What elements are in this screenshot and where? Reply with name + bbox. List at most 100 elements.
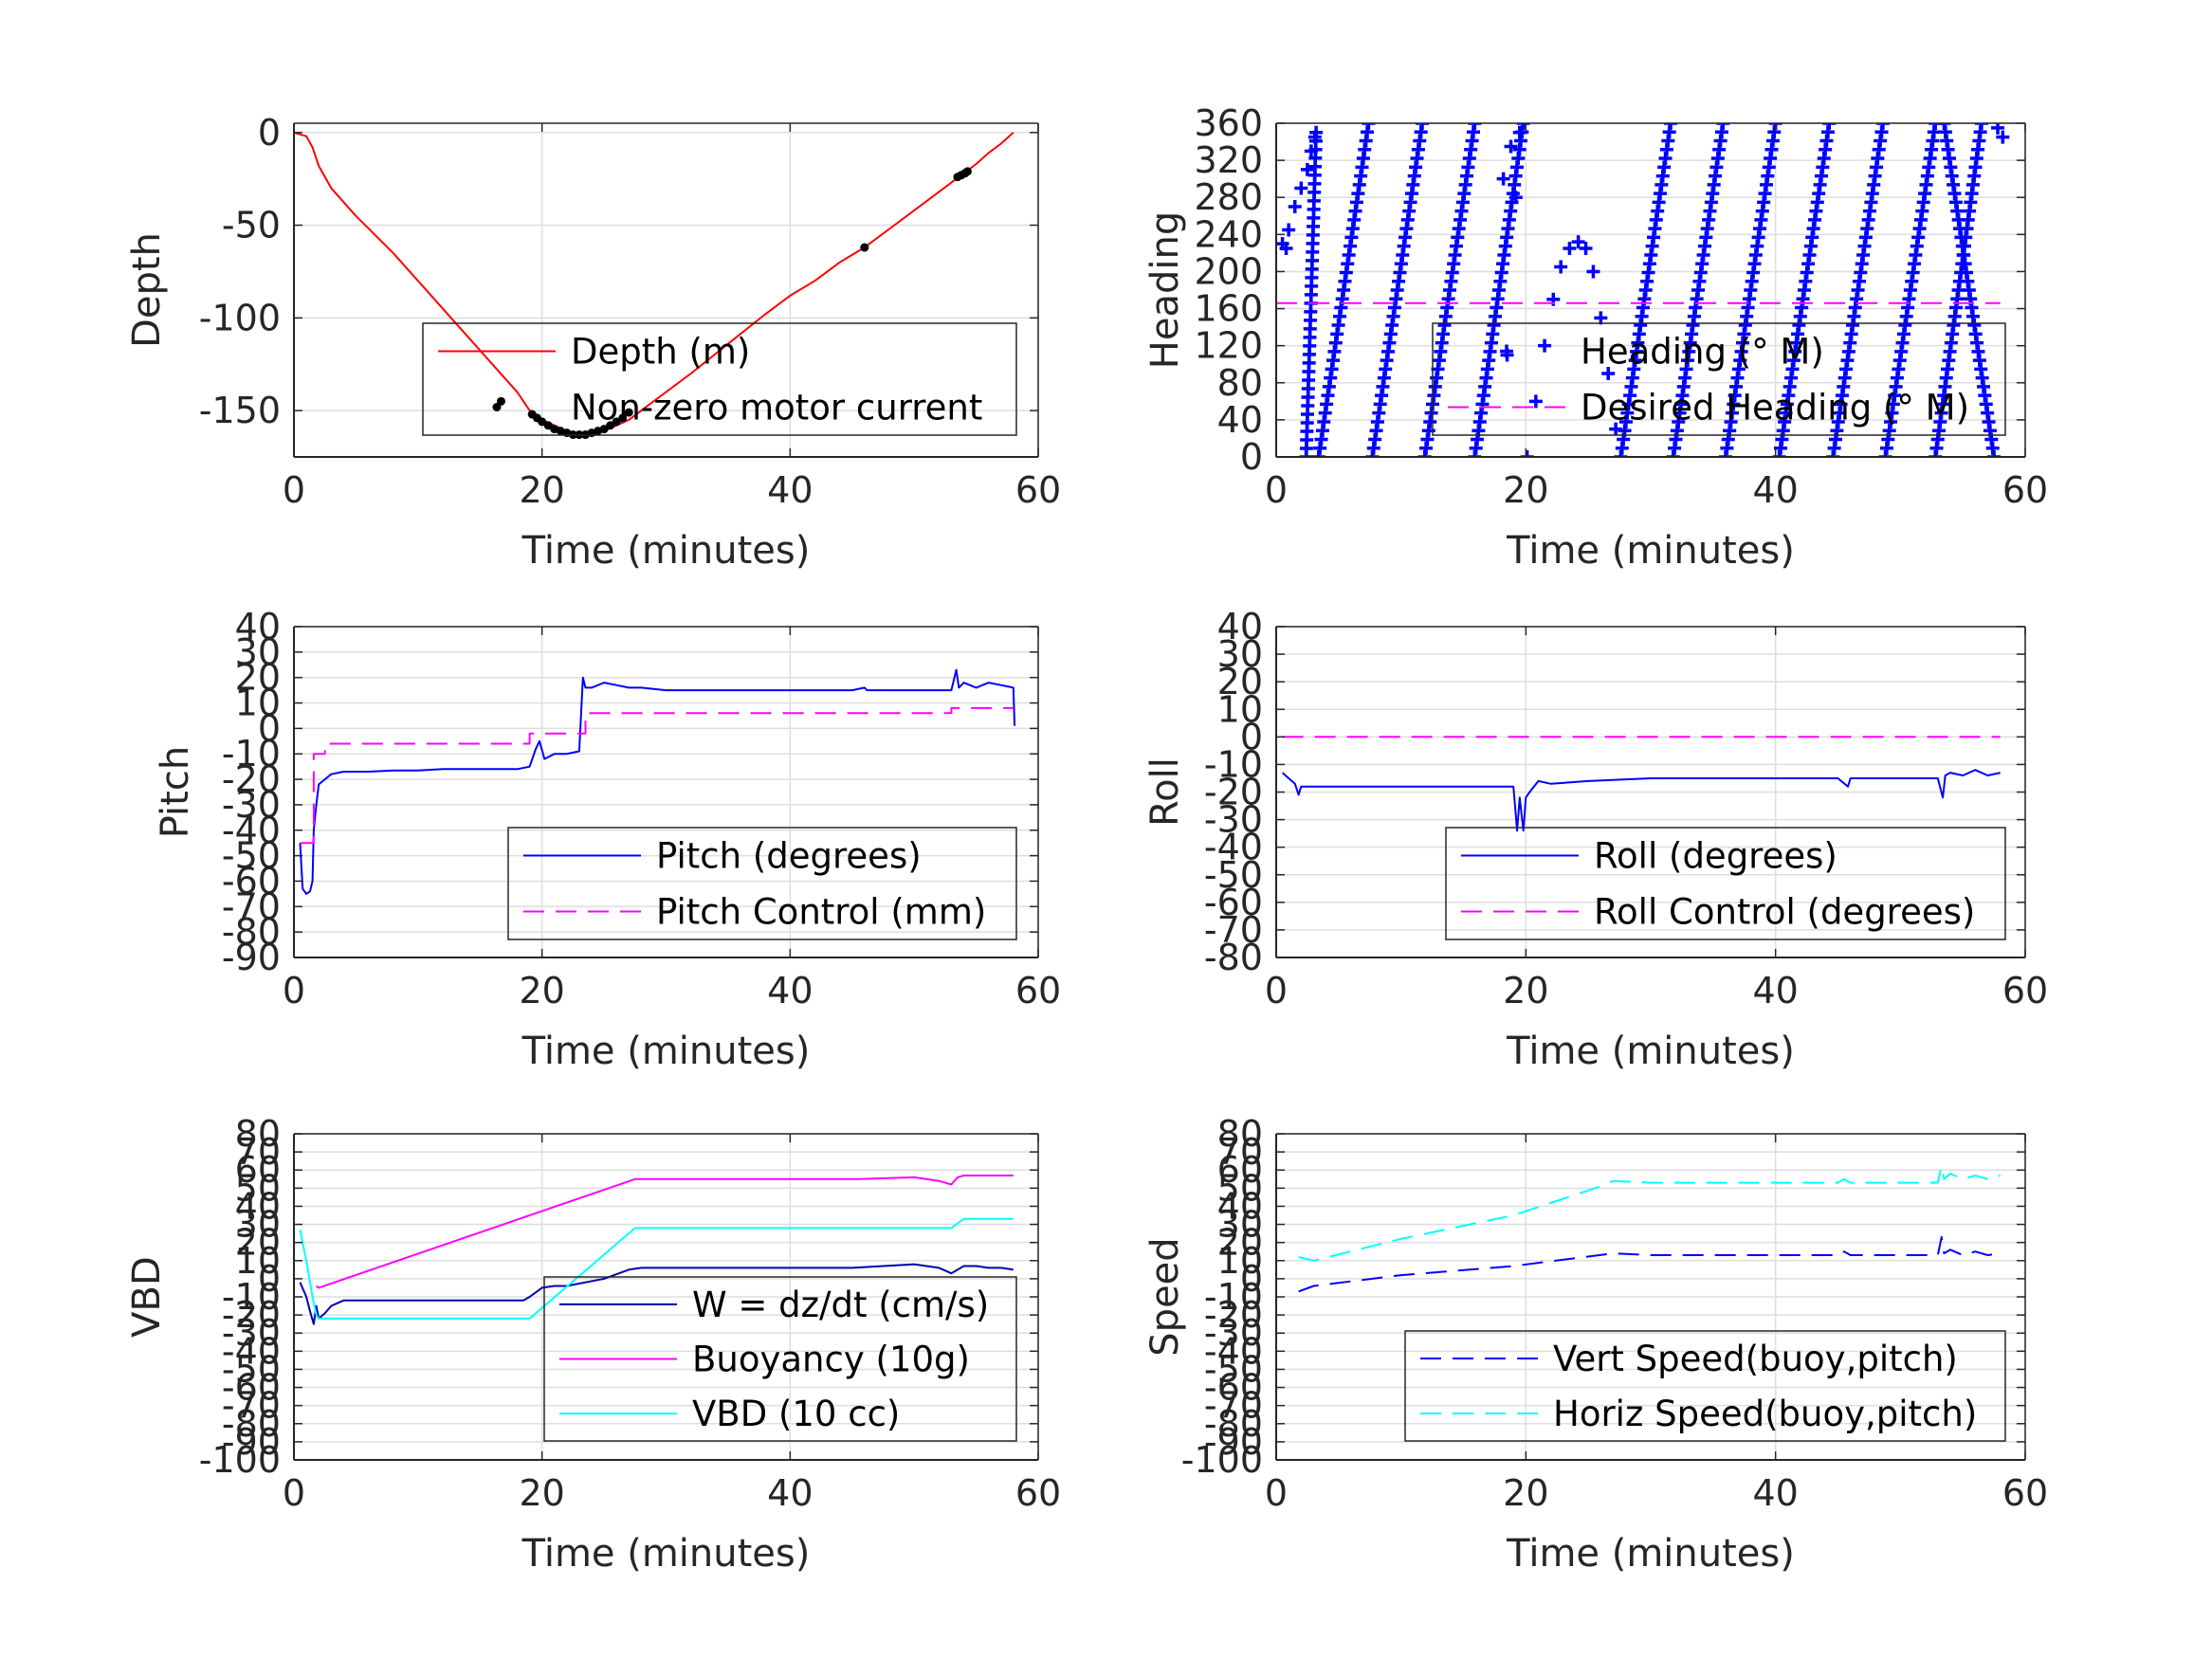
- pitch-y-tick-label: 40: [235, 606, 281, 647]
- vbd-y-tick-label: 20: [235, 1222, 281, 1264]
- pitch-y-tick-label: -40: [222, 810, 281, 851]
- heading-series-0-point: [1508, 191, 1523, 205]
- speed-y-tick-label: -20: [1204, 1294, 1263, 1336]
- roll-legend-entry: Roll Control (degrees): [1594, 892, 1975, 933]
- pitch-y-tick-label: -60: [222, 860, 281, 902]
- vbd-x-tick-label: 60: [1015, 1472, 1061, 1514]
- heading-legend: Heading (° M) Desired Heading (° M): [1432, 322, 2006, 436]
- speed-series-1-line: [1298, 1165, 2001, 1262]
- vbd-chart: 0 20 40 6080706050403020100-10-20-30-40-50-…: [125, 1113, 1061, 1576]
- speed-y-tick-label: 20: [1217, 1222, 1263, 1264]
- depth-series-1-point: [496, 396, 505, 406]
- pitch-y-tick-label: 10: [235, 683, 281, 724]
- heading-y-tick-label: 80: [1217, 362, 1263, 404]
- pitch-x-tick-label: 40: [767, 970, 813, 1012]
- vbd-x-tick-label: 40: [767, 1472, 813, 1514]
- depth-series-1-point: [962, 167, 972, 176]
- pitch-series-1-line: [300, 706, 1014, 845]
- vbd-y-axis-label: VBD: [125, 1256, 169, 1338]
- vbd-series-1-line: [316, 1175, 1014, 1289]
- heading-series-0-point: [1288, 200, 1302, 213]
- vbd-series-2-line: [299, 1217, 1014, 1320]
- depth-y-axis-label: Depth: [125, 232, 169, 348]
- vbd-y-tick-label: -80: [222, 1403, 281, 1445]
- heading-x-tick-label: 0: [1265, 469, 1288, 511]
- heading-y-tick-label: 240: [1194, 213, 1263, 255]
- vbd-y-tick-label: -50: [222, 1348, 281, 1390]
- speed-y-tick-label: -10: [1204, 1276, 1263, 1318]
- pitch-y-axis-label: Pitch: [154, 746, 197, 838]
- depth-y-tick-label: -150: [199, 390, 281, 431]
- heading-series-0-point: [1822, 123, 1837, 130]
- vbd-legend-entry: Buoyancy (10g): [692, 1340, 970, 1380]
- pitch-chart: 0 20 40 60403020100-10-20-30-40-50-60-70-80…: [154, 606, 1061, 1073]
- heading-series-0-point: [1504, 139, 1518, 154]
- heading-series-0-point: [1571, 235, 1585, 249]
- pitch-y-tick-label: 0: [258, 707, 281, 749]
- depth-x-tick-label: 0: [283, 469, 305, 511]
- heading-y-tick-label: 360: [1194, 102, 1263, 144]
- speed-y-tick-label: 40: [1217, 1185, 1263, 1227]
- roll-y-tick-label: -30: [1204, 799, 1263, 841]
- vbd-grid: [293, 1133, 1039, 1461]
- depth-series-1-point: [538, 417, 547, 427]
- vbd-x-tick-label: 20: [519, 1472, 564, 1514]
- vbd-plot-area: [299, 1175, 1014, 1325]
- vbd-y-tick-label: -40: [222, 1330, 281, 1372]
- speed-y-tick-label: 30: [1217, 1204, 1263, 1246]
- heading-legend-entry: Heading (° M): [1581, 332, 1824, 373]
- vbd-y-tick-label: -90: [222, 1421, 281, 1463]
- vbd-legend-entry: W = dz/dt (cm/s): [692, 1285, 989, 1325]
- heading-series-0-point: [1563, 242, 1577, 255]
- pitch-x-axis-label: Time (minutes): [521, 1030, 811, 1073]
- vbd-x-tick-label: 0: [283, 1472, 305, 1514]
- roll-y-tick-label: 0: [1240, 716, 1263, 757]
- heading-series-0-point: [1594, 311, 1608, 325]
- speed-y-tick-label: -60: [1204, 1367, 1263, 1409]
- heading-series-0-point: [1609, 422, 1623, 436]
- heading-x-tick-label: 20: [1503, 469, 1548, 511]
- roll-legend-entry: Roll (degrees): [1594, 836, 1837, 877]
- pitch-x-tick-label: 60: [1015, 970, 1061, 1012]
- heading-series-0-point: [1279, 242, 1293, 255]
- heading-series-0-point: [1996, 130, 2010, 144]
- speed-x-tick-label: 40: [1752, 1472, 1798, 1514]
- vbd-y-tick-label: 0: [258, 1258, 281, 1300]
- depth-x-tick-label: 20: [519, 469, 564, 511]
- roll-y-tick-label: 20: [1217, 661, 1263, 702]
- depth-y-tick-label: -100: [199, 297, 281, 338]
- depth-plot-area: [294, 131, 1015, 440]
- heading-series-0-point: [1520, 450, 1534, 457]
- speed-y-tick-label: 10: [1217, 1240, 1263, 1282]
- heading-y-tick-label: 0: [1240, 436, 1263, 478]
- speed-x-tick-label: 0: [1265, 1472, 1288, 1514]
- roll-y-tick-label: -50: [1204, 854, 1263, 896]
- heading-y-tick-label: 40: [1217, 399, 1263, 441]
- heading-series-0-point: [1929, 123, 1943, 130]
- roll-y-tick-label: -70: [1204, 909, 1263, 951]
- vbd-y-tick-label: 60: [235, 1149, 281, 1191]
- speed-y-tick-label: -70: [1204, 1385, 1263, 1427]
- roll-chart: 0 20 40 60403020100-10-20-30-40-50-60-70-80…: [1143, 606, 2048, 1073]
- heading-series-0-point: [1294, 181, 1308, 195]
- roll-legend: Roll (degrees) Roll Control (degrees): [1445, 827, 2006, 940]
- depth-x-tick-label: 60: [1015, 469, 1061, 511]
- roll-plot-area: [1281, 736, 2001, 832]
- heading-series-0-point: [1538, 338, 1552, 353]
- speed-legend-entry: Horiz Speed(buoy,pitch): [1553, 1394, 1977, 1434]
- pitch-y-tick-label: -90: [222, 937, 281, 978]
- speed-series-0-line: [1298, 1235, 2001, 1293]
- vbd-y-tick-label: 10: [235, 1240, 281, 1282]
- heading-series-0-point: [1974, 123, 1988, 130]
- vbd-y-tick-label: 40: [235, 1185, 281, 1227]
- roll-x-tick-label: 0: [1265, 970, 1288, 1012]
- pitch-y-tick-label: 20: [235, 657, 281, 699]
- speed-y-tick-label: 70: [1217, 1131, 1263, 1173]
- depth-chart: 0 20 40 60 0 -50 -100 -150 Time (minutes) Depth De…: [125, 112, 1061, 573]
- heading-series-0-point: [1307, 130, 1322, 144]
- vbd-legend-entry: VBD (10 cc): [692, 1394, 900, 1434]
- heading-series-0-point: [1365, 450, 1380, 457]
- roll-y-tick-label: 40: [1217, 606, 1263, 647]
- roll-x-tick-label: 60: [2002, 970, 2048, 1012]
